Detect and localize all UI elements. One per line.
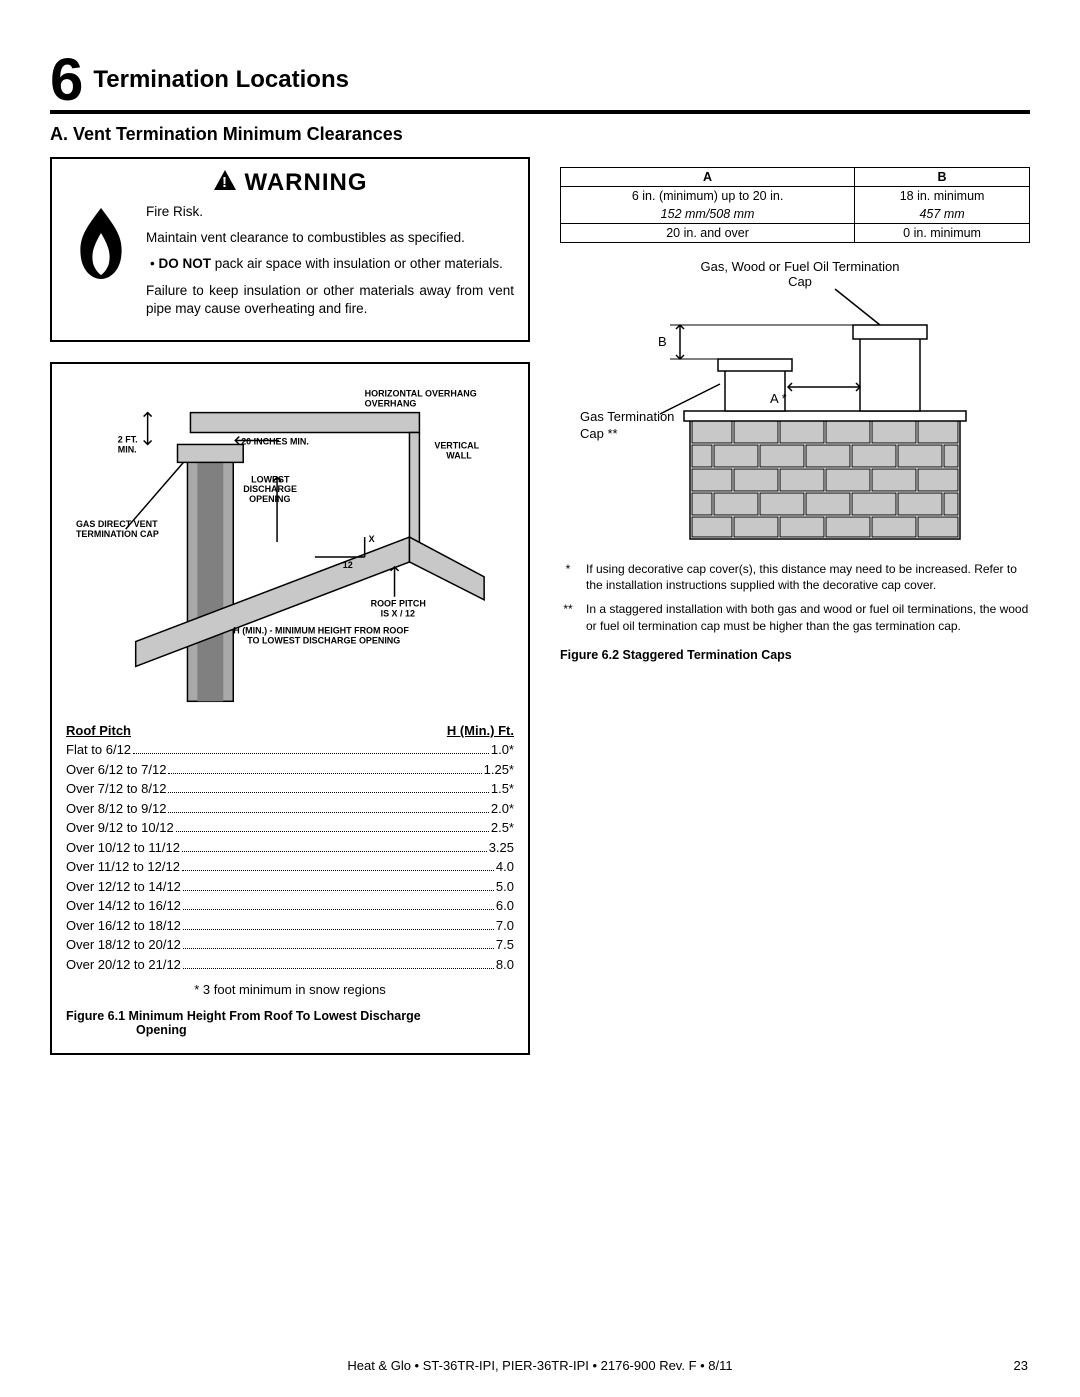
snow-region-note: * 3 foot minimum in snow regions <box>66 982 514 997</box>
note-2-text: In a staggered installation with both ga… <box>586 601 1030 633</box>
svg-text:DISCHARGE: DISCHARGE <box>243 484 297 494</box>
pitch-row: Over 14/12 to 16/126.0 <box>66 896 514 916</box>
figure-6-1-box: HORIZONTAL OVERHANG OVERHANG 2 FT. MIN. … <box>50 362 530 1055</box>
pitch-row: Over 7/12 to 8/121.5* <box>66 779 514 799</box>
note-star-1: * <box>560 561 576 593</box>
pitch-row: Over 18/12 to 20/127.5 <box>66 935 514 955</box>
svg-text:TERMINATION CAP: TERMINATION CAP <box>76 529 159 539</box>
figure-6-2-notes: * If using decorative cap cover(s), this… <box>560 561 1030 634</box>
svg-text:X: X <box>369 534 375 544</box>
ab-r1b-sub: 457 mm <box>855 205 1030 224</box>
warning-box: ! WARNING Fire Risk. Maintain vent clear… <box>50 157 530 342</box>
lbl-gas-cap: Gas Termination Cap ** <box>580 409 680 443</box>
warning-donot-bold: DO NOT <box>158 256 211 271</box>
svg-text:MIN.: MIN. <box>118 445 137 455</box>
pitch-row: Over 8/12 to 9/122.0* <box>66 799 514 819</box>
figure-6-1-caption: Figure 6.1 Minimum Height From Roof To L… <box>66 1009 514 1037</box>
warning-donot: • DO NOT pack air space with insulation … <box>146 255 514 273</box>
roof-pitch-diagram: HORIZONTAL OVERHANG OVERHANG 2 FT. MIN. … <box>66 382 514 712</box>
svg-text:20 INCHES MIN.: 20 INCHES MIN. <box>241 437 309 447</box>
pitch-row: Over 16/12 to 18/127.0 <box>66 916 514 936</box>
svg-text:VERTICAL: VERTICAL <box>434 441 479 451</box>
svg-text:OVERHANG: OVERHANG <box>365 399 417 409</box>
pitch-row: Over 10/12 to 11/123.25 <box>66 838 514 858</box>
svg-text:IS X / 12: IS X / 12 <box>381 609 415 619</box>
warning-failure: Failure to keep insulation or other mate… <box>146 282 514 318</box>
note-1-text: If using decorative cap cover(s), this d… <box>586 561 1030 593</box>
warning-fire-risk: Fire Risk. <box>146 203 514 221</box>
section-header: 6 Termination Locations <box>50 50 1030 114</box>
svg-text:12: 12 <box>343 560 353 570</box>
warning-donot-rest: pack air space with insulation or other … <box>211 256 503 271</box>
figure-6-2-diagram: Gas, Wood or Fuel Oil Termination Cap B … <box>560 259 1030 549</box>
lbl-top-cap: Gas, Wood or Fuel Oil Termination Cap <box>700 259 900 289</box>
lbl-a: A * <box>770 391 787 406</box>
section-title: Termination Locations <box>93 66 349 94</box>
svg-text:WALL: WALL <box>446 450 472 460</box>
ab-clearance-table: A B 6 in. (minimum) up to 20 in. 18 in. … <box>560 167 1030 243</box>
section-number: 6 <box>50 50 93 110</box>
page-number: 23 <box>1014 1358 1028 1373</box>
svg-text:GAS DIRECT VENT: GAS DIRECT VENT <box>76 519 158 529</box>
h-col-header: H (Min.) Ft. <box>424 723 514 738</box>
ab-r1b: 18 in. minimum <box>855 187 1030 206</box>
warning-triangle-icon: ! <box>213 169 237 197</box>
pitch-col-header: Roof Pitch <box>66 723 424 738</box>
ab-r2a: 20 in. and over <box>561 224 855 243</box>
pitch-row: Over 11/12 to 12/124.0 <box>66 857 514 877</box>
ab-head-b: B <box>855 168 1030 187</box>
svg-text:LOWEST: LOWEST <box>251 474 290 484</box>
svg-text:ROOF PITCH: ROOF PITCH <box>371 599 426 609</box>
ab-r1a-sub: 152 mm/508 mm <box>561 205 855 224</box>
flame-icon <box>66 203 136 283</box>
warning-label: WARNING <box>245 169 368 197</box>
pitch-row: Over 20/12 to 21/128.0 <box>66 955 514 975</box>
ab-r1a: 6 in. (minimum) up to 20 in. <box>561 187 855 206</box>
svg-text:2 FT.: 2 FT. <box>118 435 138 445</box>
pitch-row: Over 9/12 to 10/122.5* <box>66 818 514 838</box>
warning-heading: ! WARNING <box>66 169 514 197</box>
subsection-heading: A. Vent Termination Minimum Clearances <box>50 124 1030 145</box>
figure-6-2-caption: Figure 6.2 Staggered Termination Caps <box>560 648 1030 662</box>
ab-head-a: A <box>561 168 855 187</box>
page-footer: Heat & Glo • ST-36TR-IPI, PIER-36TR-IPI … <box>0 1358 1080 1373</box>
ab-r2b: 0 in. minimum <box>855 224 1030 243</box>
svg-text:H (MIN.) - MINIMUM HEIGHT FROM: H (MIN.) - MINIMUM HEIGHT FROM ROOF <box>233 626 409 636</box>
lbl-horiz: HORIZONTAL OVERHANG <box>365 389 477 399</box>
lbl-b: B <box>658 334 667 349</box>
pitch-row: Over 12/12 to 14/125.0 <box>66 877 514 897</box>
warning-maintain: Maintain vent clearance to combustibles … <box>146 229 514 247</box>
roof-pitch-table: Roof Pitch H (Min.) Ft. Flat to 6/121.0*… <box>66 723 514 974</box>
svg-text:TO LOWEST DISCHARGE OPENING: TO LOWEST DISCHARGE OPENING <box>247 636 400 646</box>
pitch-row: Flat to 6/121.0* <box>66 740 514 760</box>
svg-text:!: ! <box>222 174 228 191</box>
pitch-row: Over 6/12 to 7/121.25* <box>66 760 514 780</box>
note-star-2: ** <box>560 601 576 633</box>
svg-text:OPENING: OPENING <box>249 494 290 504</box>
